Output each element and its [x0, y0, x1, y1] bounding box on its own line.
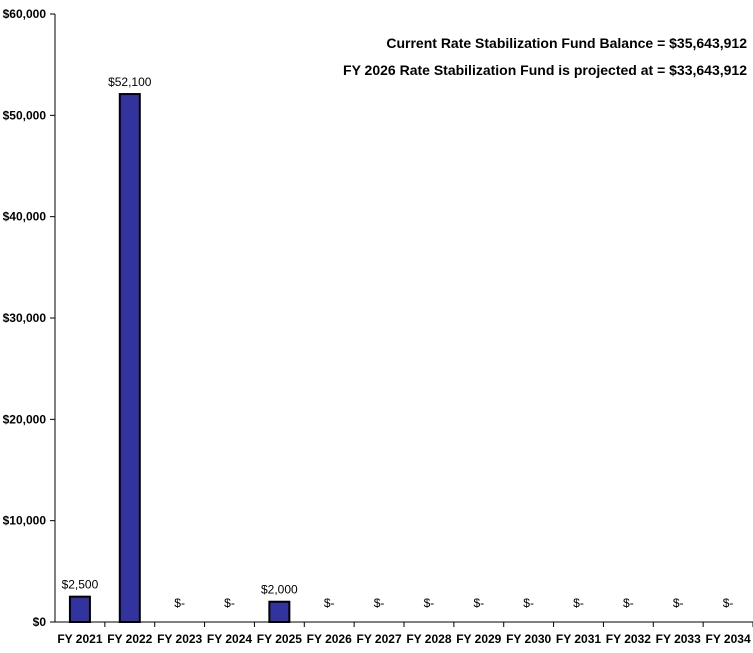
x-tick-label: FY 2030 — [506, 632, 551, 646]
data-label: $- — [673, 596, 684, 610]
data-label: $- — [324, 596, 335, 610]
x-tick-label: FY 2027 — [356, 632, 401, 646]
x-tick-label: FY 2029 — [456, 632, 501, 646]
bar-fy-2022 — [118, 93, 141, 623]
y-tick-label: $0 — [33, 615, 47, 629]
bar-fy-2025 — [268, 600, 291, 624]
data-label: $- — [224, 596, 235, 610]
x-tick-label: FY 2024 — [207, 632, 252, 646]
x-tick-label: FY 2023 — [157, 632, 202, 646]
x-tick-label: FY 2026 — [307, 632, 352, 646]
data-label: $- — [374, 596, 385, 610]
data-label: $- — [424, 596, 435, 610]
data-label: $2,000 — [261, 583, 298, 597]
bars-group: $2,500 $52,100 $- $- $2,000 $- $- $- $- $- $- $- $- $… — [62, 75, 734, 624]
y-tick-label: $40,000 — [3, 210, 47, 224]
annotation-projected-balance: FY 2026 Rate Stabilization Fund is proje… — [343, 62, 747, 78]
x-tick-label: FY 2021 — [57, 632, 102, 646]
data-label: $- — [573, 596, 584, 610]
x-axis-ticks: FY 2021 FY 2022 FY 2023 FY 2024 FY 2025 FY 20… — [57, 622, 753, 646]
x-tick-label: FY 2032 — [606, 632, 651, 646]
x-tick-label: FY 2033 — [656, 632, 701, 646]
data-label: $- — [473, 596, 484, 610]
bar-fy-2021 — [68, 595, 91, 624]
data-label: $- — [174, 596, 185, 610]
x-tick-label: FY 2025 — [257, 632, 302, 646]
data-label: $- — [623, 596, 634, 610]
x-tick-label: FY 2034 — [705, 632, 750, 646]
y-tick-label: $20,000 — [3, 412, 47, 426]
data-label: $2,500 — [62, 578, 99, 592]
x-tick-label: FY 2022 — [107, 632, 152, 646]
y-tick-label: $60,000 — [3, 7, 47, 21]
data-label: $52,100 — [108, 75, 152, 89]
data-label: $- — [523, 596, 534, 610]
y-tick-label: $50,000 — [3, 108, 47, 122]
x-tick-label: FY 2028 — [406, 632, 451, 646]
y-axis-ticks: $0 $10,000 $20,000 $30,000 $40,000 $50,000 $60… — [3, 7, 55, 629]
x-tick-label: FY 2031 — [556, 632, 601, 646]
data-label: $- — [723, 596, 734, 610]
y-tick-label: $30,000 — [3, 311, 47, 325]
y-tick-label: $10,000 — [3, 514, 47, 528]
annotation-current-balance: Current Rate Stabilization Fund Balance … — [386, 35, 747, 51]
